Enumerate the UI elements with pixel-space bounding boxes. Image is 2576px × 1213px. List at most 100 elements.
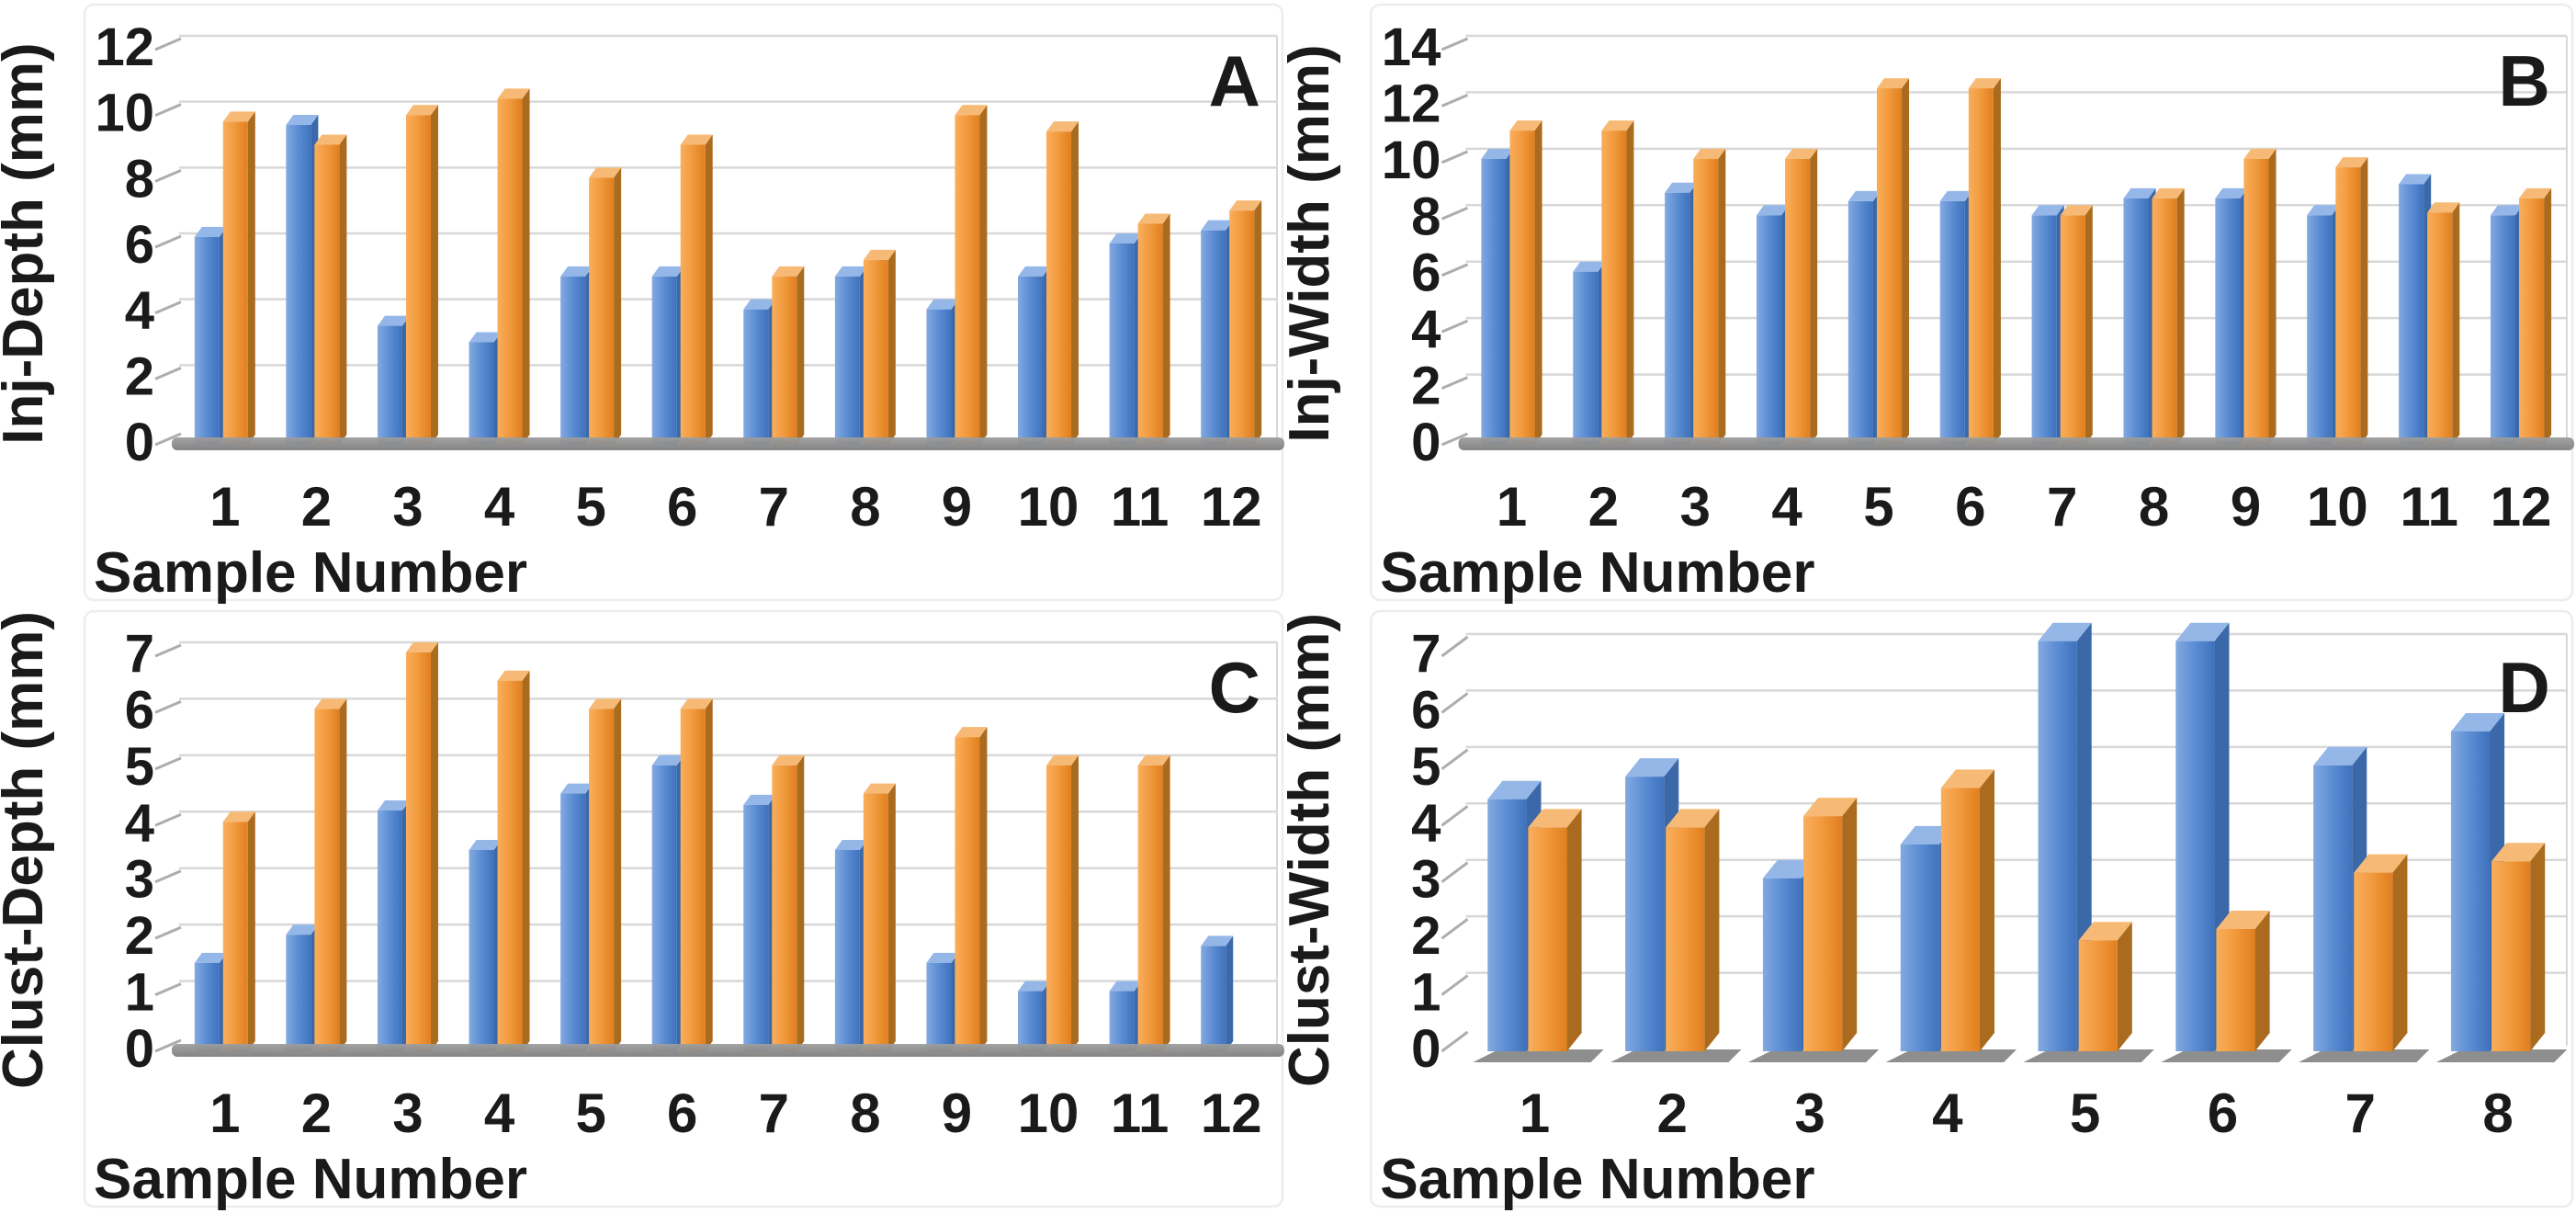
bar-side-orange: [339, 134, 347, 445]
bar-blue: [926, 962, 952, 1051]
x-tick-label: 9: [942, 476, 972, 538]
bar-side-orange: [430, 642, 438, 1051]
bar-blue: [1900, 844, 1939, 1051]
bar-top-blue: [1201, 220, 1234, 231]
x-tick-label: 4: [484, 1083, 515, 1144]
y-tick-mark: [154, 700, 182, 714]
y-tick-label: 3: [1411, 850, 1441, 910]
x-tick-label: 5: [575, 1083, 605, 1144]
bar-top-orange: [2243, 148, 2277, 159]
x-axis-label: Sample Number: [94, 1148, 527, 1211]
bar-side-orange: [2360, 157, 2368, 446]
bar-top-blue: [1487, 780, 1542, 799]
bar-top-blue: [194, 226, 227, 237]
bar-orange: [772, 765, 797, 1051]
y-tick-mark: [1441, 861, 1469, 883]
floor-pad: [2161, 1049, 2292, 1062]
bar-side-blue: [1226, 935, 1234, 1051]
y-tick-label: 4: [1411, 793, 1441, 853]
bar-top-orange: [2354, 854, 2408, 873]
bar-top-blue: [286, 115, 319, 125]
y-tick-label: 8: [125, 149, 154, 209]
bar-blue: [560, 276, 586, 445]
bar-top-blue: [1109, 981, 1142, 992]
bar-top-blue: [560, 266, 593, 277]
bar-blue: [1201, 230, 1226, 445]
bar-top-blue: [469, 840, 502, 850]
y-tick-mark: [154, 1038, 182, 1053]
y-tick-mark: [1441, 319, 1469, 334]
x-tick-label: 1: [1497, 476, 1527, 538]
bar-blue: [1665, 192, 1690, 445]
bar-side-orange: [2452, 202, 2460, 445]
bar-side-orange: [705, 698, 713, 1051]
bar-blue: [469, 850, 494, 1051]
bar-blue: [286, 125, 311, 445]
bar-top-orange: [2427, 202, 2460, 213]
bar-top-blue: [1939, 190, 1972, 201]
bar-top-orange: [1137, 213, 1170, 224]
bar-top-orange: [589, 698, 622, 709]
bar-orange: [2519, 198, 2545, 445]
bar-blue: [834, 276, 860, 445]
y-tick-mark: [1441, 150, 1469, 164]
y-tick-label: 12: [1382, 74, 1441, 134]
bar-top-blue: [1018, 981, 1051, 992]
y-tick-mark: [1441, 692, 1469, 714]
x-tick-label: 5: [2070, 1083, 2100, 1144]
bar-top-orange: [863, 249, 896, 260]
panel-letter: A: [1209, 40, 1260, 121]
floor: [172, 437, 1284, 450]
bar-blue: [286, 935, 311, 1051]
bar-top-orange: [2060, 205, 2093, 216]
panel-frame: [1370, 3, 2574, 602]
chart-panel-a: 0 2 4 6 8 10 12 1 2 3 4 5 6 7 8 9 10 11 12 Inj-Depth (mm) Sa…: [0, 0, 1286, 606]
bar-top-blue: [286, 924, 319, 935]
y-tick-label: 6: [125, 215, 154, 275]
y-tick-mark: [154, 300, 182, 315]
bar-side-orange: [522, 670, 530, 1051]
y-tick-label: 1: [1411, 963, 1441, 1023]
y-tick-label: 0: [125, 1019, 154, 1079]
bar-top-orange: [222, 811, 255, 822]
bar-blue: [2175, 641, 2215, 1051]
bar-top-blue: [834, 840, 867, 850]
bar-top-orange: [314, 698, 347, 709]
bar-blue: [651, 276, 677, 445]
y-tick-label: 7: [125, 624, 154, 684]
x-tick-label: 7: [2047, 476, 2077, 538]
bar-side-orange: [2544, 187, 2552, 445]
bar-orange: [1601, 130, 1627, 445]
bar-side-orange: [614, 698, 622, 1051]
bar-side-orange: [797, 266, 805, 445]
bar-side-orange: [705, 134, 713, 445]
bar-top-blue: [1201, 935, 1234, 947]
bar-blue: [2215, 198, 2241, 445]
bar-side-orange: [979, 105, 988, 445]
bar-orange: [2216, 929, 2255, 1051]
bar-blue: [1018, 276, 1044, 445]
bar-blue: [743, 804, 769, 1051]
x-tick-label: 8: [2482, 1083, 2513, 1144]
y-tick-mark: [1441, 376, 1469, 390]
bar-top-orange: [680, 698, 713, 709]
y-tick-label: 3: [125, 850, 154, 910]
bar-top-orange: [1785, 148, 1818, 159]
chart-panel-c: 0 1 2 3 4 5 6 7 1 2 3 4 5 6 7 8 9 10 11 12 Clust-Depth (mm) S…: [0, 606, 1286, 1213]
bar-top-orange: [1803, 798, 1858, 817]
y-tick-mark: [154, 925, 182, 940]
bar-top-blue: [1900, 825, 1954, 845]
y-tick-label: 4: [125, 281, 154, 341]
x-tick-label: 4: [484, 476, 515, 538]
y-tick-mark: [1441, 263, 1469, 278]
bar-side-orange: [1566, 809, 1582, 1051]
bar-side-orange: [1979, 769, 1995, 1051]
bar-orange: [1528, 827, 1567, 1051]
y-tick-label: 0: [1411, 1019, 1441, 1079]
bar-blue: [1573, 271, 1599, 445]
bar-top-blue: [560, 783, 593, 794]
bar-top-blue: [377, 315, 410, 326]
bar-orange: [2060, 215, 2085, 445]
